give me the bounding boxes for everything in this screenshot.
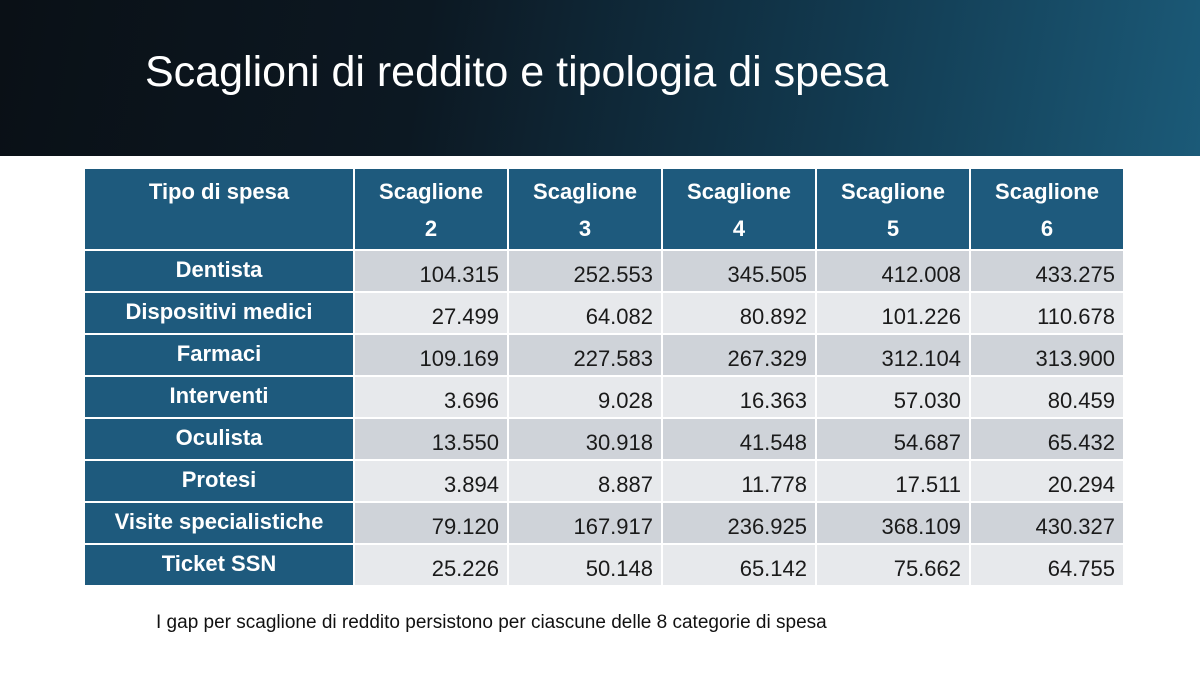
header-tipo-di-spesa: Tipo di spesa (85, 169, 353, 249)
row-label: Protesi (85, 461, 353, 501)
table-cell: 252.553 (509, 251, 661, 291)
table-cell: 236.925 (663, 503, 815, 543)
table-cell: 167.917 (509, 503, 661, 543)
row-label: Interventi (85, 377, 353, 417)
table-cell: 8.887 (509, 461, 661, 501)
table-row: Oculista 13.550 30.918 41.548 54.687 65.… (85, 419, 1123, 459)
table-row: Ticket SSN 25.226 50.148 65.142 75.662 6… (85, 545, 1123, 585)
table-header-row: Tipo di spesa Scaglione 2 Scaglione 3 Scag… (85, 169, 1123, 249)
header-scaglione-6: Scaglione 6 (971, 169, 1123, 249)
table-cell: 227.583 (509, 335, 661, 375)
table-cell: 80.892 (663, 293, 815, 333)
table-cell: 17.511 (817, 461, 969, 501)
header-line-1: Scaglione (379, 179, 483, 204)
header-line-1: Scaglione (841, 179, 945, 204)
table-row: Dispositivi medici 27.499 64.082 80.892 … (85, 293, 1123, 333)
table-cell: 13.550 (355, 419, 507, 459)
table-cell: 20.294 (971, 461, 1123, 501)
table-row: Dentista 104.315 252.553 345.505 412.008… (85, 251, 1123, 291)
table-row: Protesi 3.894 8.887 11.778 17.511 20.294 (85, 461, 1123, 501)
table-cell: 50.148 (509, 545, 661, 585)
table-cell: 3.894 (355, 461, 507, 501)
row-label: Dentista (85, 251, 353, 291)
table-cell: 430.327 (971, 503, 1123, 543)
table-cell: 267.329 (663, 335, 815, 375)
table-cell: 110.678 (971, 293, 1123, 333)
table-cell: 79.120 (355, 503, 507, 543)
header-line-1: Scaglione (533, 179, 637, 204)
row-label: Visite specialistiche (85, 503, 353, 543)
table-cell: 75.662 (817, 545, 969, 585)
row-label: Dispositivi medici (85, 293, 353, 333)
header-line-2: 2 (424, 216, 438, 241)
table-cell: 80.459 (971, 377, 1123, 417)
header-line-2: 5 (886, 216, 900, 241)
row-label: Ticket SSN (85, 545, 353, 585)
header-line-2: 6 (1040, 216, 1054, 241)
table-cell: 41.548 (663, 419, 815, 459)
table-cell: 65.432 (971, 419, 1123, 459)
header-scaglione-3: Scaglione 3 (509, 169, 661, 249)
table-row: Farmaci 109.169 227.583 267.329 312.104 … (85, 335, 1123, 375)
table-cell: 104.315 (355, 251, 507, 291)
table-cell: 368.109 (817, 503, 969, 543)
footnote: I gap per scaglione di reddito persiston… (156, 612, 827, 633)
table-cell: 54.687 (817, 419, 969, 459)
table-cell: 30.918 (509, 419, 661, 459)
header-line-2: 3 (578, 216, 592, 241)
table-cell: 16.363 (663, 377, 815, 417)
table-cell: 64.755 (971, 545, 1123, 585)
header-scaglione-4: Scaglione 4 (663, 169, 815, 249)
table-cell: 345.505 (663, 251, 815, 291)
table-cell: 412.008 (817, 251, 969, 291)
table-row: Interventi 3.696 9.028 16.363 57.030 80.… (85, 377, 1123, 417)
table-cell: 27.499 (355, 293, 507, 333)
table-cell: 64.082 (509, 293, 661, 333)
spending-table: Tipo di spesa Scaglione 2 Scaglione 3 Scag… (83, 167, 1125, 587)
table-cell: 25.226 (355, 545, 507, 585)
header-line-2: 4 (732, 216, 746, 241)
header-scaglione-5: Scaglione 5 (817, 169, 969, 249)
table-cell: 3.696 (355, 377, 507, 417)
header-scaglione-2: Scaglione 2 (355, 169, 507, 249)
table-cell: 9.028 (509, 377, 661, 417)
header-line-1: Scaglione (995, 179, 1099, 204)
table-row: Visite specialistiche 79.120 167.917 236… (85, 503, 1123, 543)
table-cell: 57.030 (817, 377, 969, 417)
table-cell: 433.275 (971, 251, 1123, 291)
table-cell: 65.142 (663, 545, 815, 585)
header-band (0, 0, 1200, 156)
table-cell: 101.226 (817, 293, 969, 333)
table-cell: 312.104 (817, 335, 969, 375)
row-label: Farmaci (85, 335, 353, 375)
table-cell: 109.169 (355, 335, 507, 375)
header-line-1: Scaglione (687, 179, 791, 204)
table-cell: 313.900 (971, 335, 1123, 375)
row-label: Oculista (85, 419, 353, 459)
table-cell: 11.778 (663, 461, 815, 501)
slide-title: Scaglioni di reddito e tipologia di spes… (145, 48, 889, 96)
